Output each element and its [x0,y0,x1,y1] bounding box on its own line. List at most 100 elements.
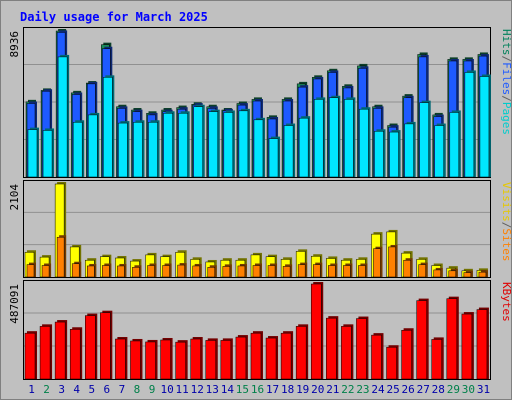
bar-kbytes-day-27 [416,300,427,380]
bar-pages-day-10 [163,113,173,178]
bar-sites-day-23 [358,265,366,278]
bar-kbytes-day-7 [115,338,126,380]
bar-kbytes-day-31 [476,309,488,380]
x-tick-label-day-23: 23 [356,383,369,396]
bar-kbytes-day-13 [205,340,217,380]
x-tick-label-day-26: 26 [402,383,415,396]
bar-kbytes-day-4 [69,329,81,380]
bar-kbytes-day-26 [401,329,412,380]
bar-sites-day-18 [282,266,291,278]
bar-kbytes-day-18 [280,332,292,380]
x-tick-label-day-25: 25 [386,383,399,396]
bar-kbytes-day-15 [235,336,247,380]
bar-sites-day-25 [388,246,396,278]
bar-kbytes-day-30 [461,313,473,380]
x-tick-label-day-1: 1 [28,383,35,396]
legend-sites: Sites [500,228,512,261]
bar-pages-day-25 [389,131,399,178]
bar-pages-day-29 [449,112,460,178]
bar-sites-day-10 [162,265,170,278]
bar-sites-day-16 [252,265,261,278]
bar-kbytes-day-1 [24,332,36,380]
panel-visits-sites-ymax-label: 2104 [8,184,21,211]
chart-title: Daily usage for March 2025 [20,10,208,24]
bar-pages-day-1 [27,129,38,178]
bar-kbytes-day-21 [326,317,337,380]
x-tick-label-day-3: 3 [58,383,65,396]
legend-hits: Hits [500,29,512,56]
x-tick-label-day-15: 15 [236,383,249,396]
bar-kbytes-day-6 [100,312,111,380]
bar-sites-day-17 [267,265,276,278]
bar-sites-day-4 [71,263,80,278]
x-tick-label-day-22: 22 [341,383,354,396]
legend-separator: / [500,95,512,102]
bar-sites-day-21 [328,265,336,278]
bar-kbytes-day-23 [356,318,367,380]
bar-pages-day-15 [238,110,249,178]
legend-pages: Pages [500,102,512,135]
panel-kbytes-legend: KBytes [500,282,512,322]
x-tick-label-day-18: 18 [281,383,294,396]
x-tick-label-day-17: 17 [266,383,279,396]
bar-kbytes-day-2 [39,326,51,380]
bar-sites-day-5 [87,265,95,278]
bar-pages-day-27 [419,102,429,178]
bar-sites-day-26 [403,259,411,278]
bar-kbytes-day-19 [295,326,307,380]
bar-kbytes-day-25 [386,346,397,380]
bar-kbytes-day-10 [160,339,171,380]
bar-sites-day-19 [297,264,306,278]
x-tick-label-day-21: 21 [326,383,339,396]
bar-pages-day-3 [57,56,68,178]
bar-pages-day-24 [374,131,384,178]
bar-kbytes-day-16 [250,332,262,380]
bar-sites-day-11 [177,264,185,278]
bar-sites-day-22 [343,265,351,278]
x-tick-label-day-13: 13 [206,383,219,396]
bar-kbytes-day-17 [265,337,277,380]
bar-sites-day-31 [478,271,487,278]
bar-sites-day-14 [222,266,231,278]
x-tick-label-day-12: 12 [191,383,204,396]
bar-pages-day-2 [42,130,53,178]
panel-hits-files-pages-legend: Hits/Files/Pages [500,29,512,135]
bar-kbytes-day-3 [54,321,66,380]
panel-kbytes-ymax-label: 487091 [8,284,21,324]
bar-sites-day-28 [433,269,441,278]
bar-pages-day-20 [313,99,324,178]
bar-pages-day-8 [133,122,143,178]
bar-sites-day-15 [237,265,246,278]
legend-files: Files [500,62,512,95]
bar-pages-day-14 [223,112,234,178]
x-tick-label-day-27: 27 [417,383,430,396]
bar-kbytes-day-22 [341,326,352,380]
x-tick-label-day-5: 5 [88,383,95,396]
bar-pages-day-30 [464,72,475,178]
bar-pages-day-19 [298,117,309,178]
bar-pages-day-12 [193,106,203,178]
bar-kbytes-day-28 [431,339,442,380]
bar-kbytes-day-24 [371,334,382,380]
x-tick-label-day-24: 24 [371,383,385,396]
x-tick-label-day-11: 11 [176,383,189,396]
x-tick-label-day-14: 14 [221,383,235,396]
x-tick-label-day-30: 30 [462,383,475,396]
bar-pages-day-11 [178,113,188,178]
x-tick-label-day-10: 10 [160,383,173,396]
bar-sites-day-8 [132,267,140,278]
bar-kbytes-day-14 [220,340,232,380]
bar-kbytes-day-12 [190,338,201,380]
x-tick-label-day-7: 7 [119,383,126,396]
bar-pages-day-26 [404,123,414,178]
bar-kbytes-day-8 [130,340,141,380]
x-tick-label-day-28: 28 [432,383,445,396]
bar-sites-day-20 [312,264,321,278]
legend-kbytes: KBytes [500,282,512,322]
legend-visits: Visits [500,182,512,222]
bar-pages-day-18 [283,125,294,178]
x-tick-label-day-29: 29 [447,383,460,396]
bar-sites-day-2 [41,265,50,278]
legend-separator: / [500,56,512,63]
